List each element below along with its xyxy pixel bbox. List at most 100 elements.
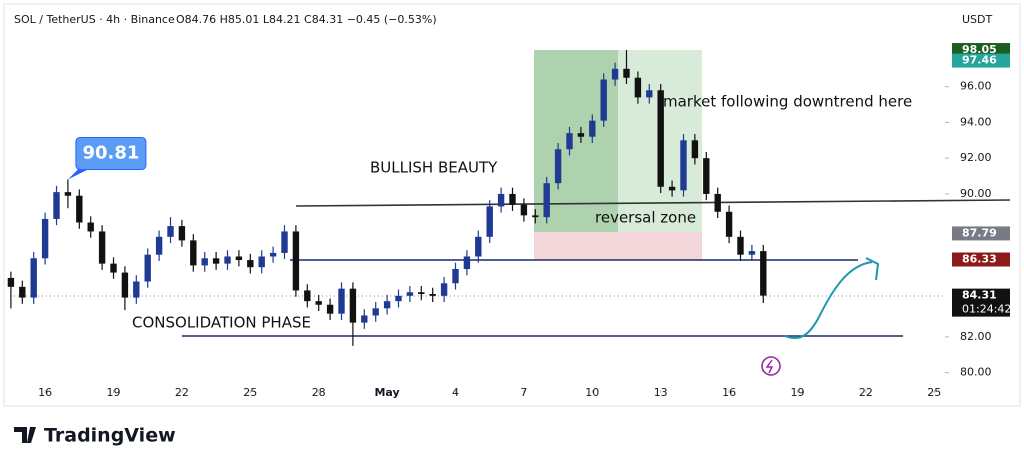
candle-body — [224, 256, 231, 264]
x-tick-label: 10 — [585, 386, 599, 399]
arrow-head — [865, 257, 880, 281]
candle-body — [748, 251, 756, 255]
candle-body — [395, 295, 402, 302]
candle-body — [486, 206, 493, 237]
stop-zone — [534, 232, 702, 260]
candle-body — [349, 288, 357, 323]
candle-body — [167, 226, 174, 237]
candle-body — [190, 240, 197, 266]
candle-body — [258, 256, 265, 268]
annotation: BULLISH BEAUTY — [370, 159, 498, 177]
candle-body — [566, 133, 573, 150]
price-tag — [952, 288, 1010, 317]
price-tag-label: 98.05 — [962, 43, 997, 56]
candle-body — [41, 218, 49, 259]
candle-body — [383, 301, 391, 309]
candle-body — [53, 192, 60, 219]
annotation: CONSOLIDATION PHASE — [132, 314, 311, 332]
brand-logo — [14, 427, 36, 443]
candle-body — [98, 231, 106, 264]
price-tag — [952, 43, 1010, 58]
candle-body — [475, 236, 482, 257]
price-tag-label: 86.33 — [962, 253, 997, 266]
candle-body — [703, 158, 710, 194]
y-tick-label: 90.00 — [960, 187, 992, 200]
countdown: 01:24:42 — [962, 303, 1011, 316]
price-tag-label: 87.79 — [962, 226, 997, 239]
candle-body — [361, 315, 368, 323]
candle-body — [611, 68, 619, 80]
candle-body — [600, 79, 607, 121]
candle-body — [406, 292, 414, 296]
y-tick-label: 80.00 — [960, 366, 992, 379]
candle-body — [623, 68, 630, 78]
candle-body — [133, 281, 140, 298]
candle-body — [269, 252, 277, 257]
candle-body — [315, 301, 322, 305]
candle-body — [691, 140, 699, 159]
candle-body — [178, 226, 186, 241]
x-tick-label: 4 — [452, 386, 459, 399]
projection-arrow — [784, 261, 873, 340]
candle-body — [338, 288, 345, 314]
currency: USDT — [962, 13, 993, 26]
price-tag-label: 97.46 — [962, 54, 997, 67]
candle-body — [201, 258, 208, 266]
annotation: market following downtrend here — [663, 93, 912, 111]
callout-label: 90.81 — [82, 142, 139, 163]
candle-body — [292, 231, 300, 291]
x-tick-label: 25 — [927, 386, 941, 399]
y-tick-label: 82.00 — [960, 330, 992, 343]
candle-body — [87, 222, 94, 232]
plot: 80.00 82.00 90.00 92.00 94.00 96.00 16 19 22 25 28… — [7, 43, 1011, 399]
x-tick-label: 16 — [38, 386, 52, 399]
callout-box — [75, 136, 147, 170]
candle-body — [155, 236, 163, 255]
y-tick-label: 94.00 — [960, 115, 992, 128]
price-tag — [952, 252, 1010, 267]
event-icon-bolt — [765, 359, 774, 374]
x-tick-label: 16 — [722, 386, 736, 399]
candle-body — [668, 186, 676, 191]
candle-body — [497, 193, 505, 207]
x-tick-label: 25 — [243, 386, 257, 399]
candle-body — [418, 292, 425, 295]
event-icon[interactable] — [761, 356, 781, 376]
candle-body — [760, 251, 767, 296]
x-tick-label: 19 — [790, 386, 804, 399]
candle-body — [76, 195, 83, 223]
callout-pointer — [67, 169, 88, 180]
candle-body — [110, 263, 117, 273]
brand-name: TradingView — [44, 425, 176, 447]
y-tick-label: 92.00 — [960, 151, 992, 164]
candle-body — [212, 258, 220, 264]
x-tick-label: 22 — [175, 386, 189, 399]
candle-body — [714, 193, 721, 212]
candle-body — [680, 140, 687, 191]
x-tick-label: 22 — [859, 386, 873, 399]
candle-body — [520, 204, 528, 216]
candle-body — [543, 183, 550, 218]
candle-body — [532, 215, 539, 218]
candle-body — [440, 283, 448, 296]
candle-body — [554, 149, 562, 184]
candle-body — [247, 260, 254, 268]
price-tag-label: 84.31 — [962, 289, 997, 302]
price-tag — [952, 53, 1010, 68]
x-tick-label: 19 — [107, 386, 121, 399]
price-tag — [952, 226, 1010, 241]
candle-body — [121, 272, 129, 298]
candle-body — [657, 90, 664, 187]
y-tick-label: 96.00 — [960, 80, 992, 93]
candle-body — [7, 277, 15, 287]
candle-body — [589, 120, 596, 137]
candle-body — [509, 193, 516, 205]
x-tick-label: May — [374, 386, 399, 399]
candle-body — [326, 304, 334, 314]
candle-body — [452, 268, 459, 284]
candle-body — [634, 77, 642, 98]
candle-body — [304, 290, 311, 302]
candle-body — [463, 256, 471, 269]
candle-body — [235, 256, 243, 261]
